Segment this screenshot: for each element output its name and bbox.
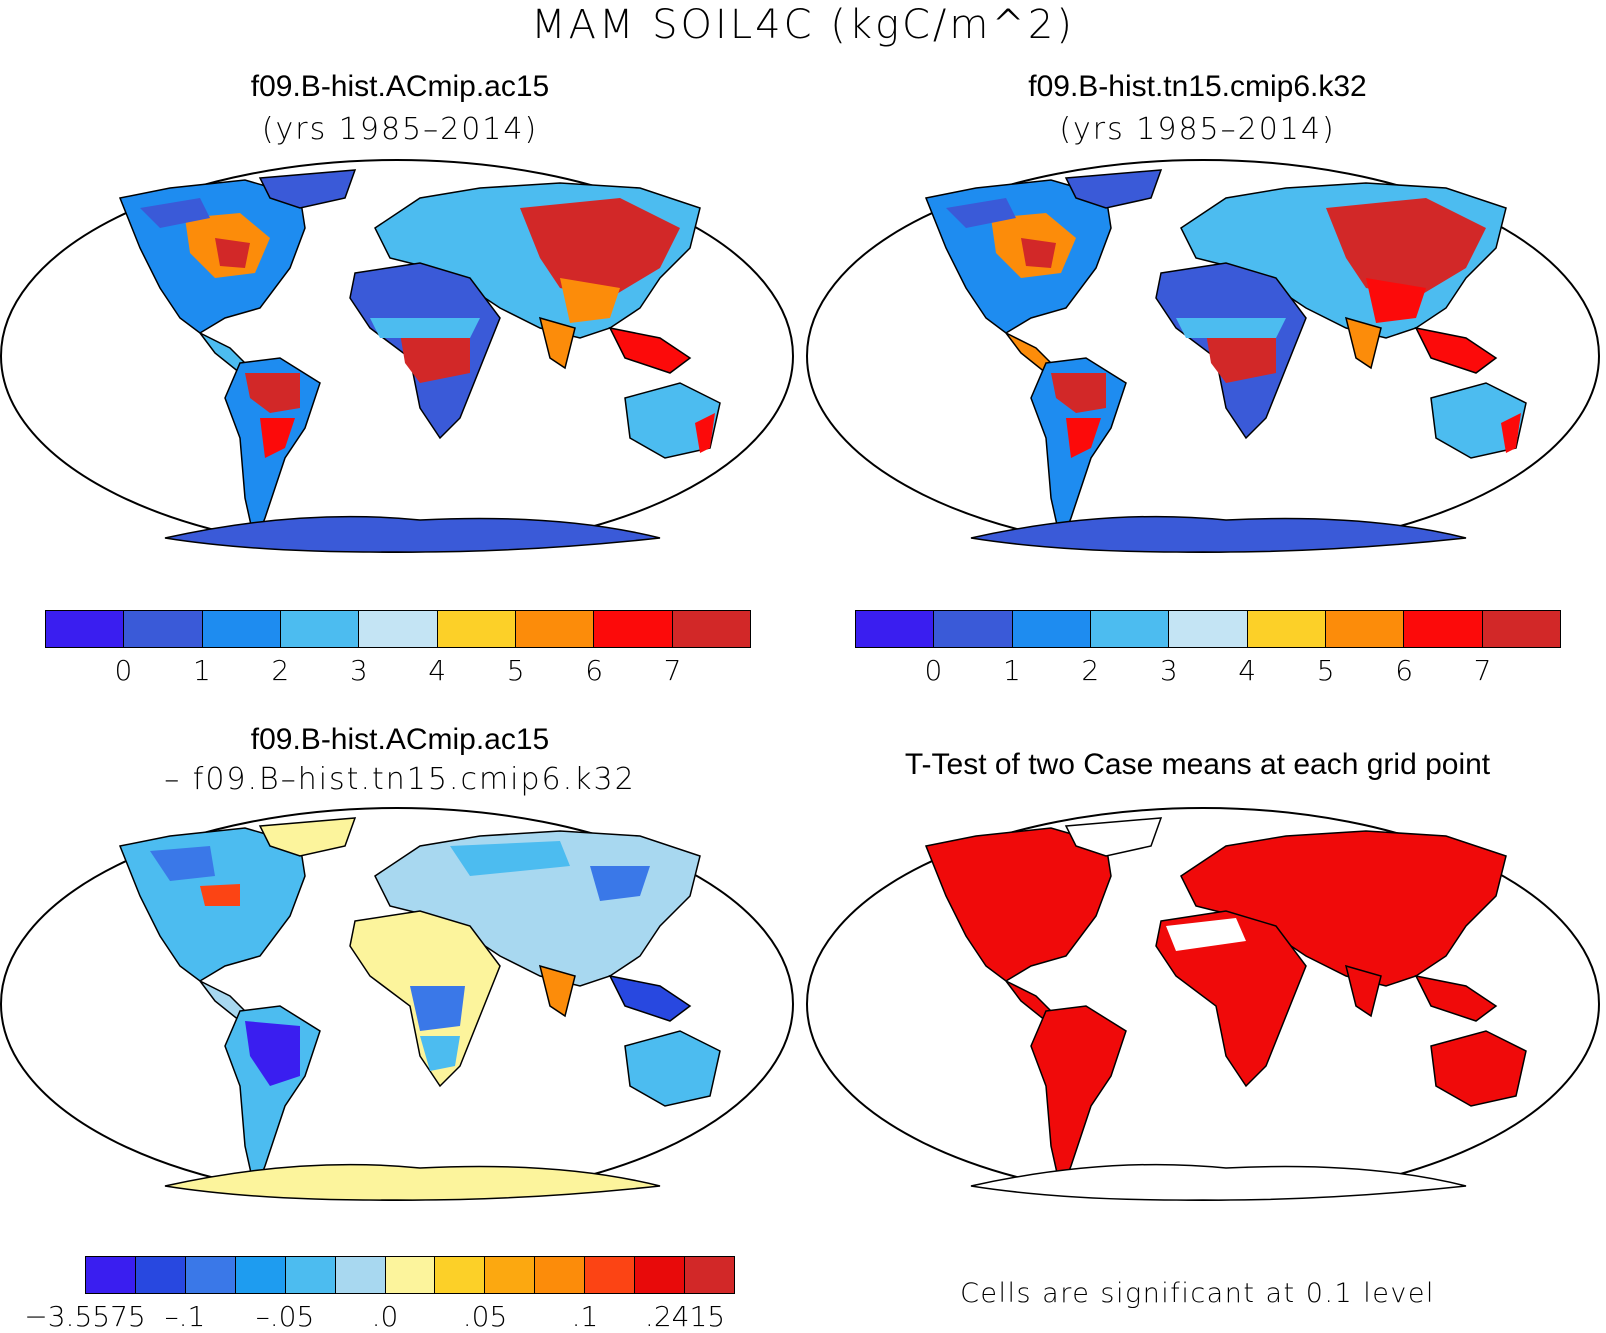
colorbar-tick-label: 1	[1002, 654, 1021, 687]
map-case1	[0, 159, 794, 553]
colorbar-tick-label: 2	[1081, 654, 1100, 687]
colorbar-swatch	[934, 611, 1013, 647]
colorbar-swatch	[585, 1257, 636, 1293]
colorbar-swatch	[1090, 611, 1170, 647]
colorbar-tick-label: 6	[585, 654, 604, 687]
colorbar-difference	[85, 1256, 735, 1294]
colorbar-swatch	[335, 1257, 386, 1293]
map-case2	[806, 159, 1600, 553]
maritime-case1	[608, 326, 692, 374]
panel-title-case2: f09.B-hist.tn15.cmip6.k32	[1028, 70, 1367, 103]
colorbar-swatch	[359, 611, 438, 647]
antarctica-case1	[164, 515, 661, 553]
colorbar-swatch	[235, 1257, 286, 1293]
panel-title-case1: f09.B-hist.ACmip.ac15	[250, 70, 550, 103]
colorbar-swatch	[594, 611, 673, 647]
colorbar-swatch	[86, 1257, 136, 1293]
colorbar-case2	[855, 610, 1561, 648]
colorbar-tick-label: 7	[1473, 654, 1492, 687]
colorbar-tick-label: 4	[428, 654, 447, 687]
colorbar-tick-label: −3.5575	[24, 1300, 146, 1333]
colorbar-swatch	[202, 611, 281, 647]
map-ttest	[806, 807, 1600, 1201]
greenland-case1	[258, 169, 357, 209]
colorbar-swatch	[1247, 611, 1326, 647]
colorbar-tick-label: 2	[271, 654, 290, 687]
panel-title-ttest: T-Test of two Case means at each grid po…	[904, 748, 1491, 781]
colorbar-swatch	[635, 1257, 686, 1293]
landmass-difference	[118, 817, 721, 1201]
colorbar-swatch	[685, 1257, 734, 1293]
colorbar-swatch	[485, 1257, 536, 1293]
panel-subtitle-case2: (yrs 1985–2014)	[1059, 112, 1336, 147]
colorbar-tick-label: 0	[114, 654, 133, 687]
colorbar-swatch	[856, 611, 935, 647]
panel-subtitle-case1: (yrs 1985–2014)	[261, 112, 539, 147]
colorbar-tick-label: –.05	[255, 1300, 315, 1333]
colorbar-swatch	[124, 611, 203, 647]
colorbar-swatch	[1169, 611, 1248, 647]
colorbar-swatch	[1012, 611, 1091, 647]
colorbar-tick-label: .05	[462, 1300, 508, 1333]
colorbar-swatch	[285, 1257, 336, 1293]
colorbar-case1	[45, 610, 751, 648]
colorbar-swatch	[46, 611, 125, 647]
colorbar-tick-label: 3	[349, 654, 368, 687]
colorbar-swatch	[672, 611, 750, 647]
landmass-ttest	[924, 817, 1527, 1201]
colorbar-swatch	[185, 1257, 236, 1293]
colorbar-swatch	[280, 611, 360, 647]
colorbar-swatch	[1482, 611, 1560, 647]
colorbar-swatch	[515, 611, 595, 647]
colorbar-swatch	[1325, 611, 1405, 647]
colorbar-tick-label: .0	[371, 1300, 399, 1333]
colorbar-tick-label: .2415	[644, 1300, 726, 1333]
figure-title: MAM SOIL4C (kgC/m^2)	[531, 2, 1075, 48]
colorbar-tick-label: 0	[924, 654, 943, 687]
colorbar-tick-label: 5	[506, 654, 525, 687]
colorbar-swatch	[1404, 611, 1483, 647]
colorbar-swatch	[535, 1257, 586, 1293]
landmass-case1	[118, 169, 721, 553]
colorbar-tick-label: .1	[571, 1300, 599, 1333]
colorbar-tick-label: 6	[1395, 654, 1414, 687]
panel-subtitle-difference: – f09.B–hist.tn15.cmip6.k32	[164, 762, 636, 797]
panel-title-difference: f09.B-hist.ACmip.ac15	[250, 723, 550, 756]
colorbar-tick-label: 3	[1159, 654, 1178, 687]
colorbar-tick-label: 4	[1238, 654, 1257, 687]
colorbar-swatch	[435, 1257, 486, 1293]
colorbar-tick-label: –.1	[164, 1300, 206, 1333]
india-sea-case1	[538, 316, 576, 370]
colorbar-swatch	[385, 1257, 436, 1293]
colorbar-swatch	[135, 1257, 186, 1293]
colorbar-swatch	[437, 611, 516, 647]
colorbar-tick-label: 1	[192, 654, 211, 687]
map-difference	[0, 807, 794, 1201]
colorbar-tick-label: 5	[1316, 654, 1335, 687]
landmass-case2	[924, 169, 1527, 553]
significance-note: Cells are significant at 0.1 level	[960, 1278, 1435, 1309]
colorbar-tick-label: 7	[663, 654, 682, 687]
